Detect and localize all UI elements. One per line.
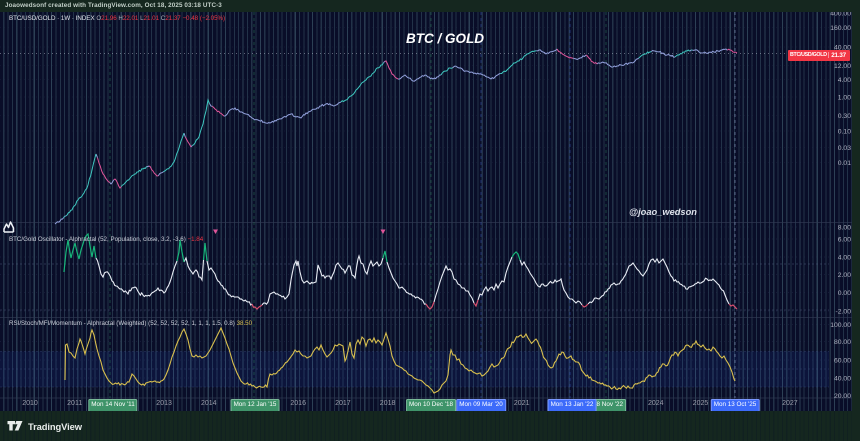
- svg-text:40.00: 40.00: [834, 45, 851, 52]
- svg-text:80.00: 80.00: [834, 339, 851, 346]
- svg-text:0.10: 0.10: [838, 129, 851, 136]
- svg-text:40.00: 40.00: [834, 376, 851, 383]
- svg-text:0.30: 0.30: [838, 113, 851, 120]
- svg-text:160.00: 160.00: [830, 25, 851, 32]
- svg-text:400.00: 400.00: [830, 12, 851, 18]
- svg-text:4.00: 4.00: [838, 77, 851, 84]
- svg-text:6.00: 6.00: [838, 237, 851, 244]
- svg-text:TradingView: TradingView: [28, 421, 83, 432]
- svg-text:60.00: 60.00: [834, 358, 851, 365]
- svg-text:0.03: 0.03: [838, 145, 851, 152]
- svg-text:100.00: 100.00: [830, 322, 851, 329]
- svg-text:4.00: 4.00: [838, 255, 851, 262]
- svg-text:0.00: 0.00: [838, 290, 851, 297]
- svg-text:2.00: 2.00: [838, 272, 851, 279]
- svg-text:8.00: 8.00: [838, 225, 851, 232]
- svg-text:0.01: 0.01: [838, 160, 851, 167]
- svg-text:20.00: 20.00: [834, 393, 851, 400]
- svg-text:1.00: 1.00: [838, 95, 851, 102]
- svg-text:-2.00: -2.00: [836, 309, 852, 316]
- svg-text:12.00: 12.00: [834, 63, 851, 70]
